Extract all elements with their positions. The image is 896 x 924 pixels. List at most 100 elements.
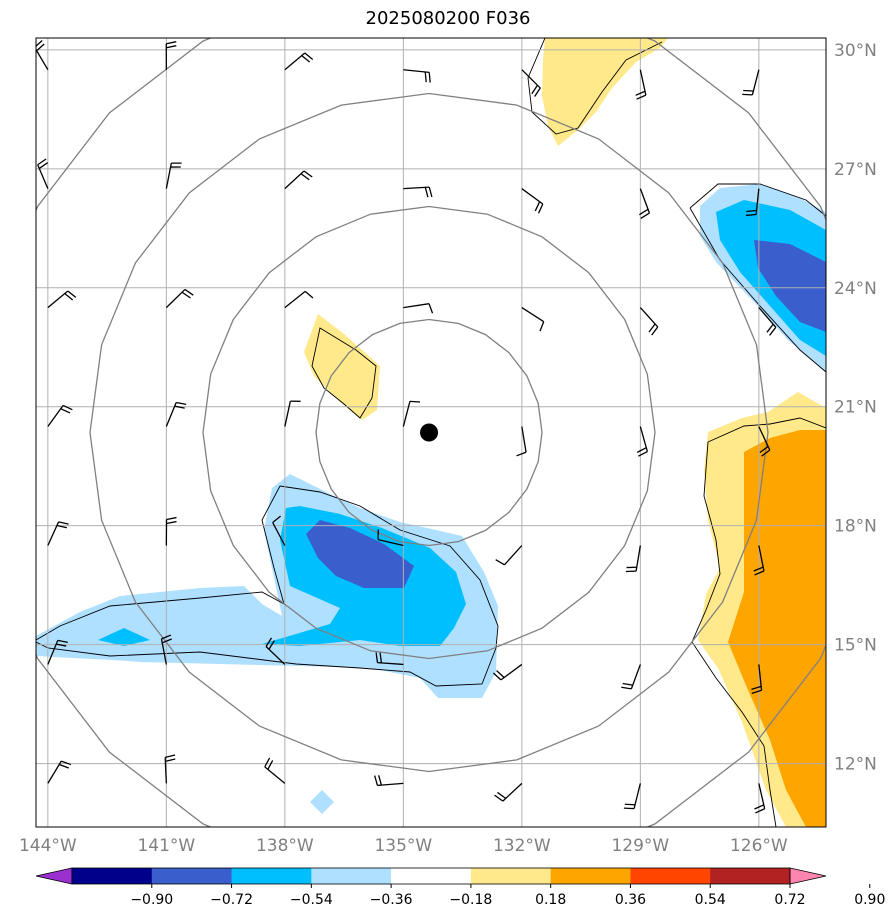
range-ring <box>202 205 656 660</box>
colorbar-extend-high <box>789 867 827 885</box>
colorbar-segment <box>630 868 711 884</box>
wind-barb <box>403 303 434 314</box>
lat-tick-label: 27°N <box>834 160 877 180</box>
colorbar-tick-label: 0.90 <box>854 892 885 908</box>
wind-barb <box>164 754 176 784</box>
wind-barbs <box>36 40 777 814</box>
lat-tick-label: 12°N <box>834 755 877 775</box>
wind-barb <box>165 401 187 427</box>
colorbar-segment <box>710 868 791 884</box>
wind-barb <box>37 158 49 189</box>
colorbar-segment <box>311 868 392 884</box>
wind-barb <box>521 69 541 97</box>
range-ring <box>36 38 826 827</box>
lon-tick-label: 132°W <box>493 836 551 856</box>
colorbar-segment <box>72 868 153 884</box>
wind-barb <box>165 516 177 546</box>
colorbar-tick-label: −0.18 <box>449 892 492 908</box>
wind-barb <box>47 521 69 546</box>
wind-barb <box>36 40 49 71</box>
wind-barb <box>495 545 523 566</box>
wind-barb <box>272 515 286 546</box>
wind-barb <box>165 41 177 70</box>
colorbar-tick-label: 0.54 <box>695 892 726 908</box>
lon-tick-label: 129°W <box>611 836 669 856</box>
wind-barb <box>516 426 527 457</box>
wind-barb <box>264 757 286 784</box>
wind-barb <box>751 664 763 694</box>
colorbar-tick-label: −0.54 <box>290 892 333 908</box>
range-ring <box>89 92 769 773</box>
negative-anomaly-sw-small <box>98 628 150 646</box>
wind-barb <box>403 69 431 83</box>
wind-barb <box>284 290 314 309</box>
positive-anomaly-left <box>304 314 380 420</box>
colorbar-segment <box>231 868 312 884</box>
lon-tick-label: 126°W <box>730 836 788 856</box>
colorbar-tick-label: −0.90 <box>130 892 173 908</box>
wind-barb <box>494 782 523 802</box>
colorbar-tick-label: −0.36 <box>370 892 413 908</box>
wind-barb <box>754 783 766 814</box>
lat-tick-label: 18°N <box>834 517 877 537</box>
negative-anomaly-sw-band <box>36 630 360 662</box>
wind-barb <box>635 69 647 100</box>
wind-barb <box>521 307 545 332</box>
wind-barb <box>47 639 68 665</box>
lon-tick-label: 141°W <box>137 836 195 856</box>
wind-barb <box>639 188 651 219</box>
negative-anomaly-small-diamond <box>310 790 334 814</box>
colorbar-frame <box>71 867 791 885</box>
wind-barb <box>758 307 777 336</box>
lat-lon-grid <box>36 38 826 827</box>
lon-tick-label: 144°W <box>19 836 77 856</box>
wind-barb <box>621 664 641 690</box>
colorbar-segment <box>151 868 233 884</box>
wind-barb <box>265 637 286 665</box>
wind-barb <box>284 400 301 427</box>
wind-barb <box>377 529 404 547</box>
colorbar-tick-label: 0.72 <box>774 892 805 908</box>
wind-barb <box>47 290 77 309</box>
wind-barb <box>402 400 421 427</box>
colorbar-tick-label: 0.18 <box>535 892 566 908</box>
map-frame <box>35 37 827 828</box>
map-title: 2025080200 F036 <box>365 8 531 29</box>
positive-anomaly-top <box>542 38 668 146</box>
colorbar-extend-low <box>35 867 73 885</box>
contour-lines <box>36 38 826 827</box>
lat-tick-label: 30°N <box>834 41 877 61</box>
wind-barb <box>47 760 72 784</box>
wind-barb <box>753 545 765 576</box>
lat-tick-label: 24°N <box>834 279 877 299</box>
colorbar: −0.90 −0.72 −0.54 −0.36 −0.18 0.18 0.36 0.54 0.7… <box>35 867 885 908</box>
lat-tick-label: 15°N <box>834 636 877 656</box>
colorbar-tick-label: 0.36 <box>615 892 646 908</box>
storm-center-marker <box>420 423 439 442</box>
colorbar-segment <box>550 868 631 884</box>
negative-anomaly-ne-core <box>754 240 826 332</box>
wind-barb <box>284 52 314 71</box>
wind-barb <box>742 69 760 96</box>
colorbar-segment <box>470 868 552 884</box>
negative-anomaly-sw-core <box>306 520 414 588</box>
wind-barb <box>284 170 313 190</box>
wind-barb <box>160 634 172 665</box>
range-ring <box>315 318 543 547</box>
wind-barb <box>375 652 404 666</box>
colorbar-tick-label: −0.72 <box>210 892 253 908</box>
colorbar-segment <box>391 868 472 884</box>
wind-barb <box>403 186 433 198</box>
lon-tick-label: 138°W <box>256 836 314 856</box>
wind-barb <box>165 162 182 189</box>
lon-tick-label: 135°W <box>374 836 432 856</box>
wind-barb <box>165 288 194 309</box>
wind-barb <box>521 188 544 214</box>
wind-barb <box>625 545 641 573</box>
wind-barb <box>758 426 771 457</box>
wind-barb <box>47 404 73 427</box>
lat-tick-label: 21°N <box>834 398 877 418</box>
wind-barb <box>374 775 404 787</box>
wind-barb <box>745 188 760 217</box>
